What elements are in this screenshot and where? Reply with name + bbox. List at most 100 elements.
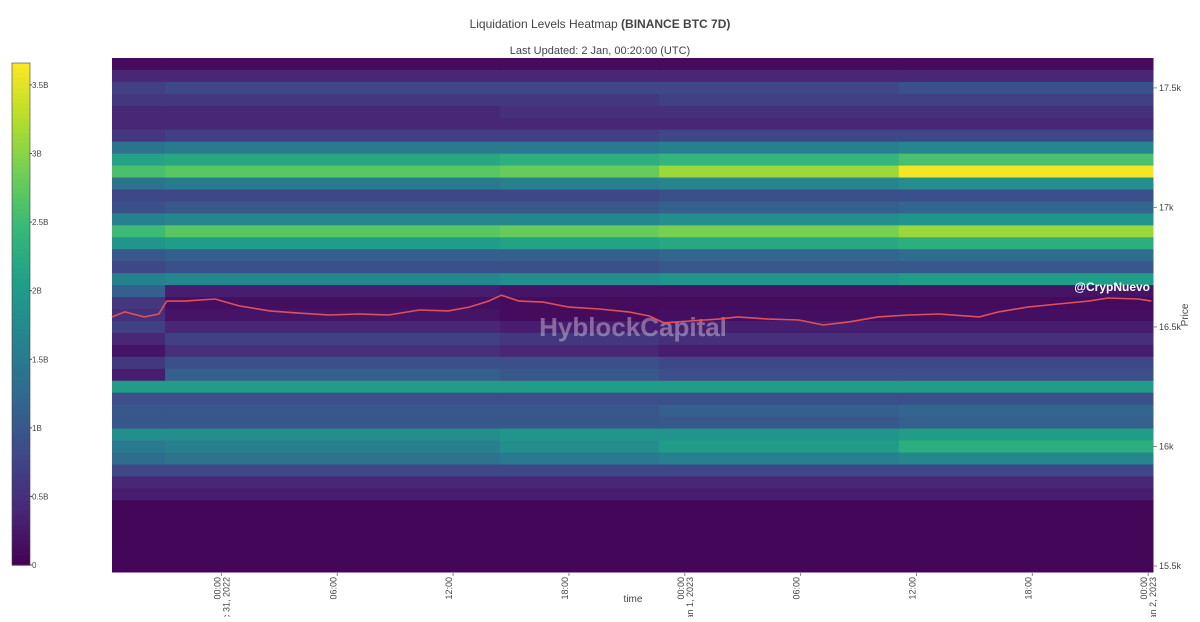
heat-cell — [165, 213, 501, 226]
heat-cell — [659, 560, 900, 573]
colorbar-step — [12, 198, 30, 205]
colorbar-step — [12, 314, 30, 320]
heat-cell — [659, 81, 900, 95]
heat-cell — [499, 416, 660, 430]
colorbar-step — [12, 444, 30, 451]
heat-cell — [898, 320, 1154, 334]
colorbar-step — [12, 354, 30, 360]
x-tick-label: 06:00 — [792, 577, 802, 600]
colorbar-step — [12, 399, 30, 405]
colorbar-step — [12, 213, 30, 220]
heat-cell — [165, 93, 501, 107]
heat-cell — [659, 464, 900, 477]
heat-cell — [165, 273, 501, 286]
colorbar-step — [12, 424, 30, 431]
colorbar-step — [12, 524, 30, 531]
colorbar-step — [12, 419, 30, 426]
heat-cell — [112, 297, 166, 310]
heat-cell — [165, 81, 501, 95]
colorbar-step — [12, 303, 30, 310]
colorbar-step — [12, 138, 30, 144]
heat-cell — [659, 189, 900, 202]
heat-cell — [659, 117, 900, 131]
colorbar-step — [12, 559, 30, 566]
heat-cell — [112, 81, 166, 95]
heat-cell — [898, 249, 1154, 262]
colorbar-step — [12, 509, 30, 516]
colorbar-step — [12, 464, 30, 471]
heat-cell — [112, 285, 166, 298]
colorbar-step — [12, 228, 30, 235]
colorbar-step — [12, 489, 30, 496]
heat-cell — [112, 332, 166, 346]
heat-cell — [898, 464, 1154, 477]
heat-cell — [165, 560, 501, 573]
colorbar-step — [12, 374, 30, 380]
colorbar-step — [12, 529, 30, 536]
heat-cell — [165, 129, 501, 143]
title-text: Liquidation Levels Heatmap — [470, 17, 618, 31]
heat-cell — [659, 488, 900, 501]
heat-cell — [898, 416, 1154, 430]
colorbar-step — [12, 193, 30, 200]
heat-cell — [499, 464, 660, 477]
heat-cell — [898, 500, 1154, 513]
price-line — [111, 294, 1152, 326]
heat-cell — [112, 452, 166, 465]
heat-cell — [898, 225, 1154, 238]
colorbar-step — [12, 449, 30, 456]
heat-cell — [898, 58, 1154, 71]
colorbar-step — [12, 344, 30, 350]
heat-cell — [165, 237, 501, 250]
colorbar-step — [12, 178, 30, 185]
heat-cell — [165, 440, 501, 453]
colorbar-step — [12, 113, 30, 119]
heatmap — [112, 58, 1154, 573]
colorbar-step — [12, 469, 30, 476]
heat-cell — [165, 548, 501, 561]
heat-cell — [898, 129, 1154, 143]
x-tick-label: 12:00 — [444, 577, 454, 600]
heat-cell — [165, 165, 501, 179]
heat-cell — [898, 356, 1154, 370]
heat-cell — [499, 560, 660, 573]
heat-cell — [659, 392, 900, 406]
x-tick-date: Jan 2, 2023 — [1148, 577, 1158, 617]
heat-cell — [499, 548, 660, 561]
colorbar-step — [12, 319, 30, 325]
colorbar-step — [12, 103, 30, 109]
heat-cell — [659, 105, 900, 119]
colorbar-step — [12, 504, 30, 511]
heat-cell — [165, 452, 501, 465]
colorbar-step — [12, 238, 30, 245]
heat-cell — [112, 344, 166, 358]
colorbar-tick-label: 0 — [32, 561, 37, 570]
colorbar-step — [12, 484, 30, 491]
heat-cell — [659, 452, 900, 465]
y-tick-label: 16k — [1159, 441, 1174, 451]
heat-cell — [499, 309, 660, 322]
heat-cell — [499, 153, 660, 167]
heat-cell — [165, 380, 501, 394]
colorbar-step — [12, 263, 30, 270]
heat-cell — [898, 81, 1154, 95]
colorbar-step — [12, 183, 30, 190]
heat-cell — [165, 153, 501, 167]
x-tick-label: 18:00 — [1023, 577, 1033, 600]
heat-cell — [165, 69, 501, 83]
colorbar-step — [12, 253, 30, 260]
heat-cell — [898, 332, 1154, 346]
colorbar-step — [12, 278, 30, 285]
heat-cell — [898, 524, 1154, 537]
colorbar-step — [12, 308, 30, 315]
watermark: HyblockCapital — [539, 312, 727, 342]
heat-cell — [499, 452, 660, 465]
colorbar-step — [12, 93, 30, 99]
colorbar-border — [11, 62, 31, 566]
heat-cell — [898, 153, 1154, 167]
heat-cell — [112, 536, 166, 549]
heat-cell — [499, 320, 660, 334]
heat-cell — [898, 189, 1154, 202]
heat-cell — [898, 213, 1154, 226]
heat-cell — [898, 404, 1154, 418]
